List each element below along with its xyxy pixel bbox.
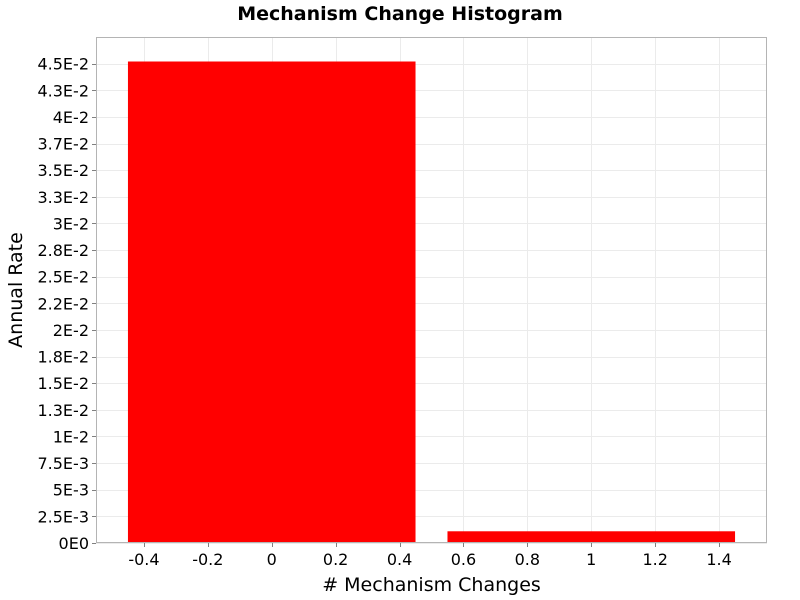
x-tick-label: 0.4 <box>387 550 412 569</box>
y-tick-label: 2.5E-2 <box>37 268 89 287</box>
y-tick-label: 2.2E-2 <box>37 294 89 313</box>
plot-border <box>96 37 767 543</box>
x-tick-label: 1.2 <box>642 550 667 569</box>
x-tick-label: 1 <box>586 550 596 569</box>
chart-title: Mechanism Change Histogram <box>237 3 563 25</box>
x-tick-label: 0 <box>267 550 277 569</box>
x-tick-label: 0.8 <box>515 550 540 569</box>
histogram-bar-0 <box>127 61 416 544</box>
y-tick-label: 0E0 <box>59 534 89 553</box>
x-tick-label: 0.2 <box>323 550 348 569</box>
x-axis-ticks: -0.4 -0.2 0 0.2 0.4 0.6 0.8 1 1.2 1.4 <box>128 543 732 569</box>
y-tick-label: 4.5E-2 <box>37 55 89 74</box>
histogram-bar-1 <box>447 531 736 543</box>
y-tick-label: 2.8E-2 <box>37 241 89 260</box>
x-tick-label: 1.4 <box>706 550 731 569</box>
y-tick-label: 3.3E-2 <box>37 188 89 207</box>
y-tick-label: 3E-2 <box>53 214 89 233</box>
x-tick-label: -0.2 <box>192 550 223 569</box>
x-tick-label: 0.6 <box>451 550 476 569</box>
y-tick-label: 3.7E-2 <box>37 135 89 154</box>
y-tick-label: 5E-3 <box>53 481 89 500</box>
y-tick-label: 1.3E-2 <box>37 401 89 420</box>
y-tick-label: 4.3E-2 <box>37 81 89 100</box>
y-tick-label: 3.5E-2 <box>37 161 89 180</box>
y-tick-label: 2E-2 <box>53 321 89 340</box>
y-tick-label: 4E-2 <box>53 108 89 127</box>
y-tick-label: 1.8E-2 <box>37 348 89 367</box>
y-tick-label: 7.5E-3 <box>37 454 89 473</box>
y-axis-ticks: 0E0 2.5E-3 5E-3 7.5E-3 1E-2 1.3E-2 1.5E-2 1.8E-… <box>37 55 96 553</box>
bars <box>127 61 736 544</box>
y-axis-title: Annual Rate <box>5 232 27 348</box>
x-axis-title: # Mechanism Changes <box>322 574 541 596</box>
y-tick-label: 1E-2 <box>53 427 89 446</box>
y-tick-label: 2.5E-3 <box>37 507 89 526</box>
y-tick-label: 1.5E-2 <box>37 374 89 393</box>
x-tick-label: -0.4 <box>128 550 159 569</box>
